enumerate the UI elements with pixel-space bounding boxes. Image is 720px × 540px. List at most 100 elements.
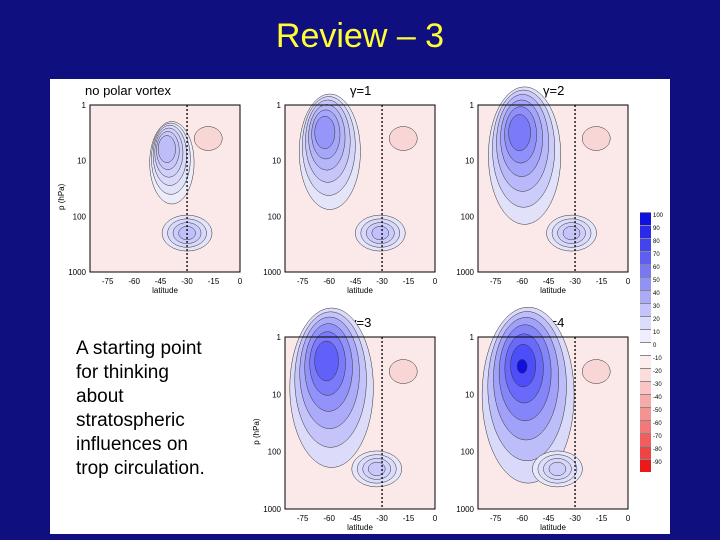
plot-frame: [89, 104, 241, 273]
colorbar-label: 100: [653, 213, 664, 219]
caption-line: for thinking: [76, 362, 169, 383]
upper-vortex-contour: [314, 340, 339, 382]
colorbar-label: -30: [653, 382, 662, 388]
panel-gamma-3: γ=3 1 10 100 1000 -75 -60 -45 -30 -15 0 latitude p (…: [245, 307, 445, 534]
x-axis-label: latitude: [347, 523, 373, 532]
x-tick-label: -30: [181, 277, 193, 286]
y-tick-label: 1000: [263, 268, 281, 277]
upper-vortex-contour: [314, 115, 336, 150]
x-tick-label: -15: [596, 514, 608, 523]
colorbar-row: 30: [640, 303, 670, 316]
colorbar-row: 50: [640, 277, 670, 290]
slide-title: Review – 3: [275, 17, 445, 55]
x-tick-label: -75: [490, 277, 502, 286]
warm-anomaly-contour: [193, 126, 223, 151]
plot-frame: [477, 336, 629, 510]
x-tick-label: -15: [403, 277, 415, 286]
colorbar-label: -80: [653, 447, 662, 453]
x-tick-label: 0: [626, 277, 631, 286]
x-tick-label: -30: [569, 277, 581, 286]
lower-cell-contour: [368, 461, 386, 476]
colorbar-swatch: [640, 420, 651, 433]
warm-anomaly-contour: [388, 126, 418, 151]
colorbar-label: 10: [653, 330, 660, 336]
colorbar-swatch: [640, 238, 651, 251]
colorbar-legend: 100 90 80 70 60 50 40 30 20 10 0 -10 -20 -30 -40 -50 -60…: [640, 212, 670, 474]
colorbar-row: -80: [640, 446, 670, 459]
colorbar-swatch: [640, 264, 651, 277]
lower-cell-contour: [548, 461, 567, 476]
colorbar-label: -90: [653, 460, 662, 466]
x-tick-label: -30: [569, 514, 581, 523]
colorbar-label: 90: [653, 226, 660, 232]
vortex-core: [516, 359, 528, 374]
x-axis-label: latitude: [540, 286, 566, 295]
x-tick-label: -60: [128, 277, 140, 286]
colorbar-swatch: [640, 225, 651, 238]
lower-cell-contour: [371, 226, 390, 241]
x-tick-label: -60: [323, 277, 335, 286]
colorbar-label: 50: [653, 278, 660, 284]
y-tick-label: 1: [82, 101, 87, 110]
colorbar-swatch: [640, 407, 651, 420]
colorbar-swatch: [640, 433, 651, 446]
x-tick-label: -75: [297, 277, 309, 286]
colorbar-label: 20: [653, 317, 660, 323]
x-tick-label: -60: [516, 514, 528, 523]
x-tick-label: 0: [238, 277, 243, 286]
x-tick-label: -15: [596, 277, 608, 286]
y-tick-label: 1000: [456, 505, 474, 514]
x-tick-label: -75: [490, 514, 502, 523]
colorbar-label: -10: [653, 356, 662, 362]
contour-panel-svg: γ=1 1 10 100 1000 -75 -60 -45 -30 -15 0 latitude: [263, 83, 438, 295]
colorbar-row: 80: [640, 238, 670, 251]
x-tick-label: -45: [543, 277, 555, 286]
x-axis-label: latitude: [347, 286, 373, 295]
y-tick-label: 1: [470, 101, 475, 110]
y-tick-label: 10: [465, 157, 474, 166]
colorbar-swatch: [640, 316, 651, 329]
caption: A starting point for thinking about stra…: [76, 337, 276, 481]
colorbar-row: -10: [640, 355, 670, 368]
colorbar-row: 60: [640, 264, 670, 277]
colorbar-label: 60: [653, 265, 660, 271]
caption-line: stratospheric: [76, 410, 185, 431]
colorbar-swatch: [640, 251, 651, 264]
colorbar-row: 70: [640, 251, 670, 264]
contour-panel-svg: γ=2 1 10 100 1000 -75 -60 -45 -30 -15 0 latitude: [456, 83, 631, 295]
colorbar-row: -40: [640, 394, 670, 407]
colorbar-label: 30: [653, 304, 660, 310]
colorbar-swatch: [640, 329, 651, 342]
y-tick-label: 1: [470, 333, 475, 342]
y-tick-label: 100: [268, 448, 282, 457]
colorbar-row: 0: [640, 342, 670, 355]
colorbar-swatch: [640, 212, 651, 225]
plot-frame: [284, 336, 436, 510]
colorbar-row: -70: [640, 433, 670, 446]
x-tick-label: -30: [376, 277, 388, 286]
colorbar-swatch: [640, 394, 651, 407]
colorbar-row: -20: [640, 368, 670, 381]
y-tick-label: 1: [277, 101, 282, 110]
y-tick-label: 1000: [263, 505, 281, 514]
warm-anomaly-contour: [388, 359, 418, 384]
x-tick-label: -45: [350, 514, 362, 523]
colorbar-swatch: [640, 368, 651, 381]
upper-vortex-contour: [508, 114, 531, 151]
colorbar-label: -20: [653, 369, 662, 375]
y-tick-label: 10: [465, 390, 474, 399]
panel-gamma-1: γ=1 1 10 100 1000 -75 -60 -45 -30 -15 0 latitude: [245, 79, 445, 295]
warm-anomaly-contour: [581, 359, 611, 384]
colorbar-swatch: [640, 277, 651, 290]
colorbar-row: 10: [640, 329, 670, 342]
y-tick-label: 1: [277, 333, 282, 342]
panel-no-polar-vortex: no polar vortex 1 10 100 1000 -75 -60 -45 -30 -15…: [50, 79, 250, 295]
caption-line: trop circulation.: [76, 458, 205, 479]
x-tick-label: 0: [433, 514, 438, 523]
lower-cell-contour: [562, 226, 581, 241]
colorbar-swatch: [640, 355, 651, 368]
x-tick-label: -75: [102, 277, 114, 286]
colorbar-swatch: [640, 290, 651, 303]
